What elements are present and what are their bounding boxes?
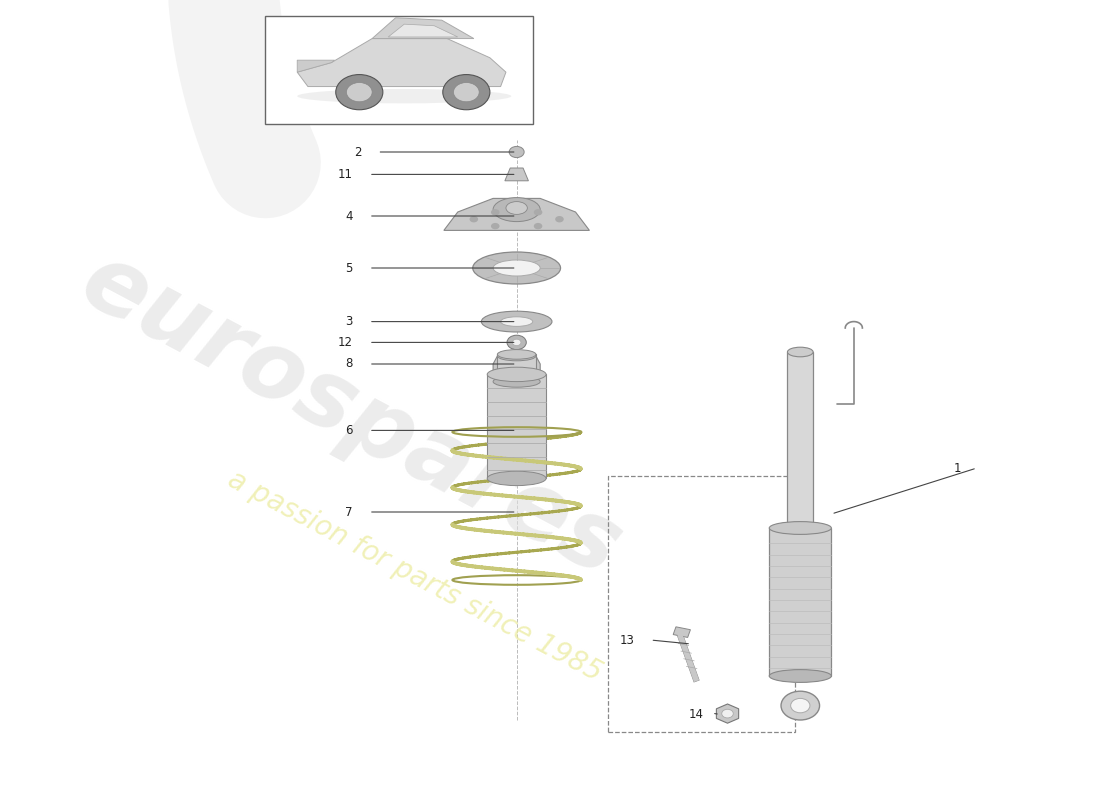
Bar: [487, 374, 546, 478]
Circle shape: [534, 209, 542, 215]
Text: 3: 3: [345, 315, 353, 328]
Ellipse shape: [487, 367, 546, 382]
Ellipse shape: [500, 317, 532, 326]
Ellipse shape: [497, 350, 536, 359]
Circle shape: [453, 82, 480, 102]
Ellipse shape: [487, 471, 546, 486]
Circle shape: [491, 223, 499, 230]
Polygon shape: [297, 60, 334, 72]
Text: 14: 14: [689, 708, 704, 721]
Ellipse shape: [493, 198, 540, 222]
Ellipse shape: [497, 370, 536, 379]
Ellipse shape: [497, 351, 536, 361]
Ellipse shape: [769, 522, 832, 534]
Ellipse shape: [297, 89, 512, 103]
Ellipse shape: [482, 311, 552, 332]
Text: a passion for parts since 1985: a passion for parts since 1985: [223, 465, 607, 687]
Polygon shape: [505, 168, 528, 181]
Circle shape: [556, 216, 563, 222]
Polygon shape: [388, 24, 458, 37]
Text: 8: 8: [345, 358, 353, 370]
Bar: [788, 352, 813, 528]
Text: 2: 2: [354, 146, 362, 158]
Circle shape: [470, 216, 478, 222]
Text: eurospares: eurospares: [65, 235, 636, 597]
Polygon shape: [493, 356, 540, 382]
Ellipse shape: [473, 252, 561, 284]
Polygon shape: [444, 198, 590, 230]
Circle shape: [722, 710, 734, 718]
Polygon shape: [297, 38, 506, 86]
Ellipse shape: [506, 202, 527, 214]
Bar: [769, 528, 832, 676]
Ellipse shape: [788, 347, 813, 357]
Circle shape: [534, 223, 542, 230]
Bar: [497, 354, 536, 374]
Bar: [607, 476, 795, 732]
Circle shape: [507, 335, 526, 350]
Ellipse shape: [493, 376, 540, 387]
Circle shape: [491, 209, 499, 215]
Ellipse shape: [769, 670, 832, 682]
Text: 1: 1: [954, 462, 961, 474]
Text: 6: 6: [345, 424, 353, 437]
Polygon shape: [372, 18, 474, 38]
Circle shape: [513, 339, 521, 346]
Circle shape: [791, 698, 810, 713]
Circle shape: [346, 82, 372, 102]
Text: 4: 4: [345, 210, 353, 222]
Text: 5: 5: [345, 262, 353, 274]
Circle shape: [336, 74, 383, 110]
Text: 13: 13: [619, 634, 635, 646]
Text: 12: 12: [338, 336, 353, 349]
Circle shape: [781, 691, 820, 720]
Text: 11: 11: [338, 168, 353, 181]
Circle shape: [443, 74, 490, 110]
Text: 7: 7: [345, 506, 353, 518]
Circle shape: [509, 146, 524, 158]
Ellipse shape: [493, 260, 540, 276]
Bar: [265, 16, 532, 124]
Polygon shape: [673, 627, 691, 638]
Polygon shape: [716, 704, 738, 723]
